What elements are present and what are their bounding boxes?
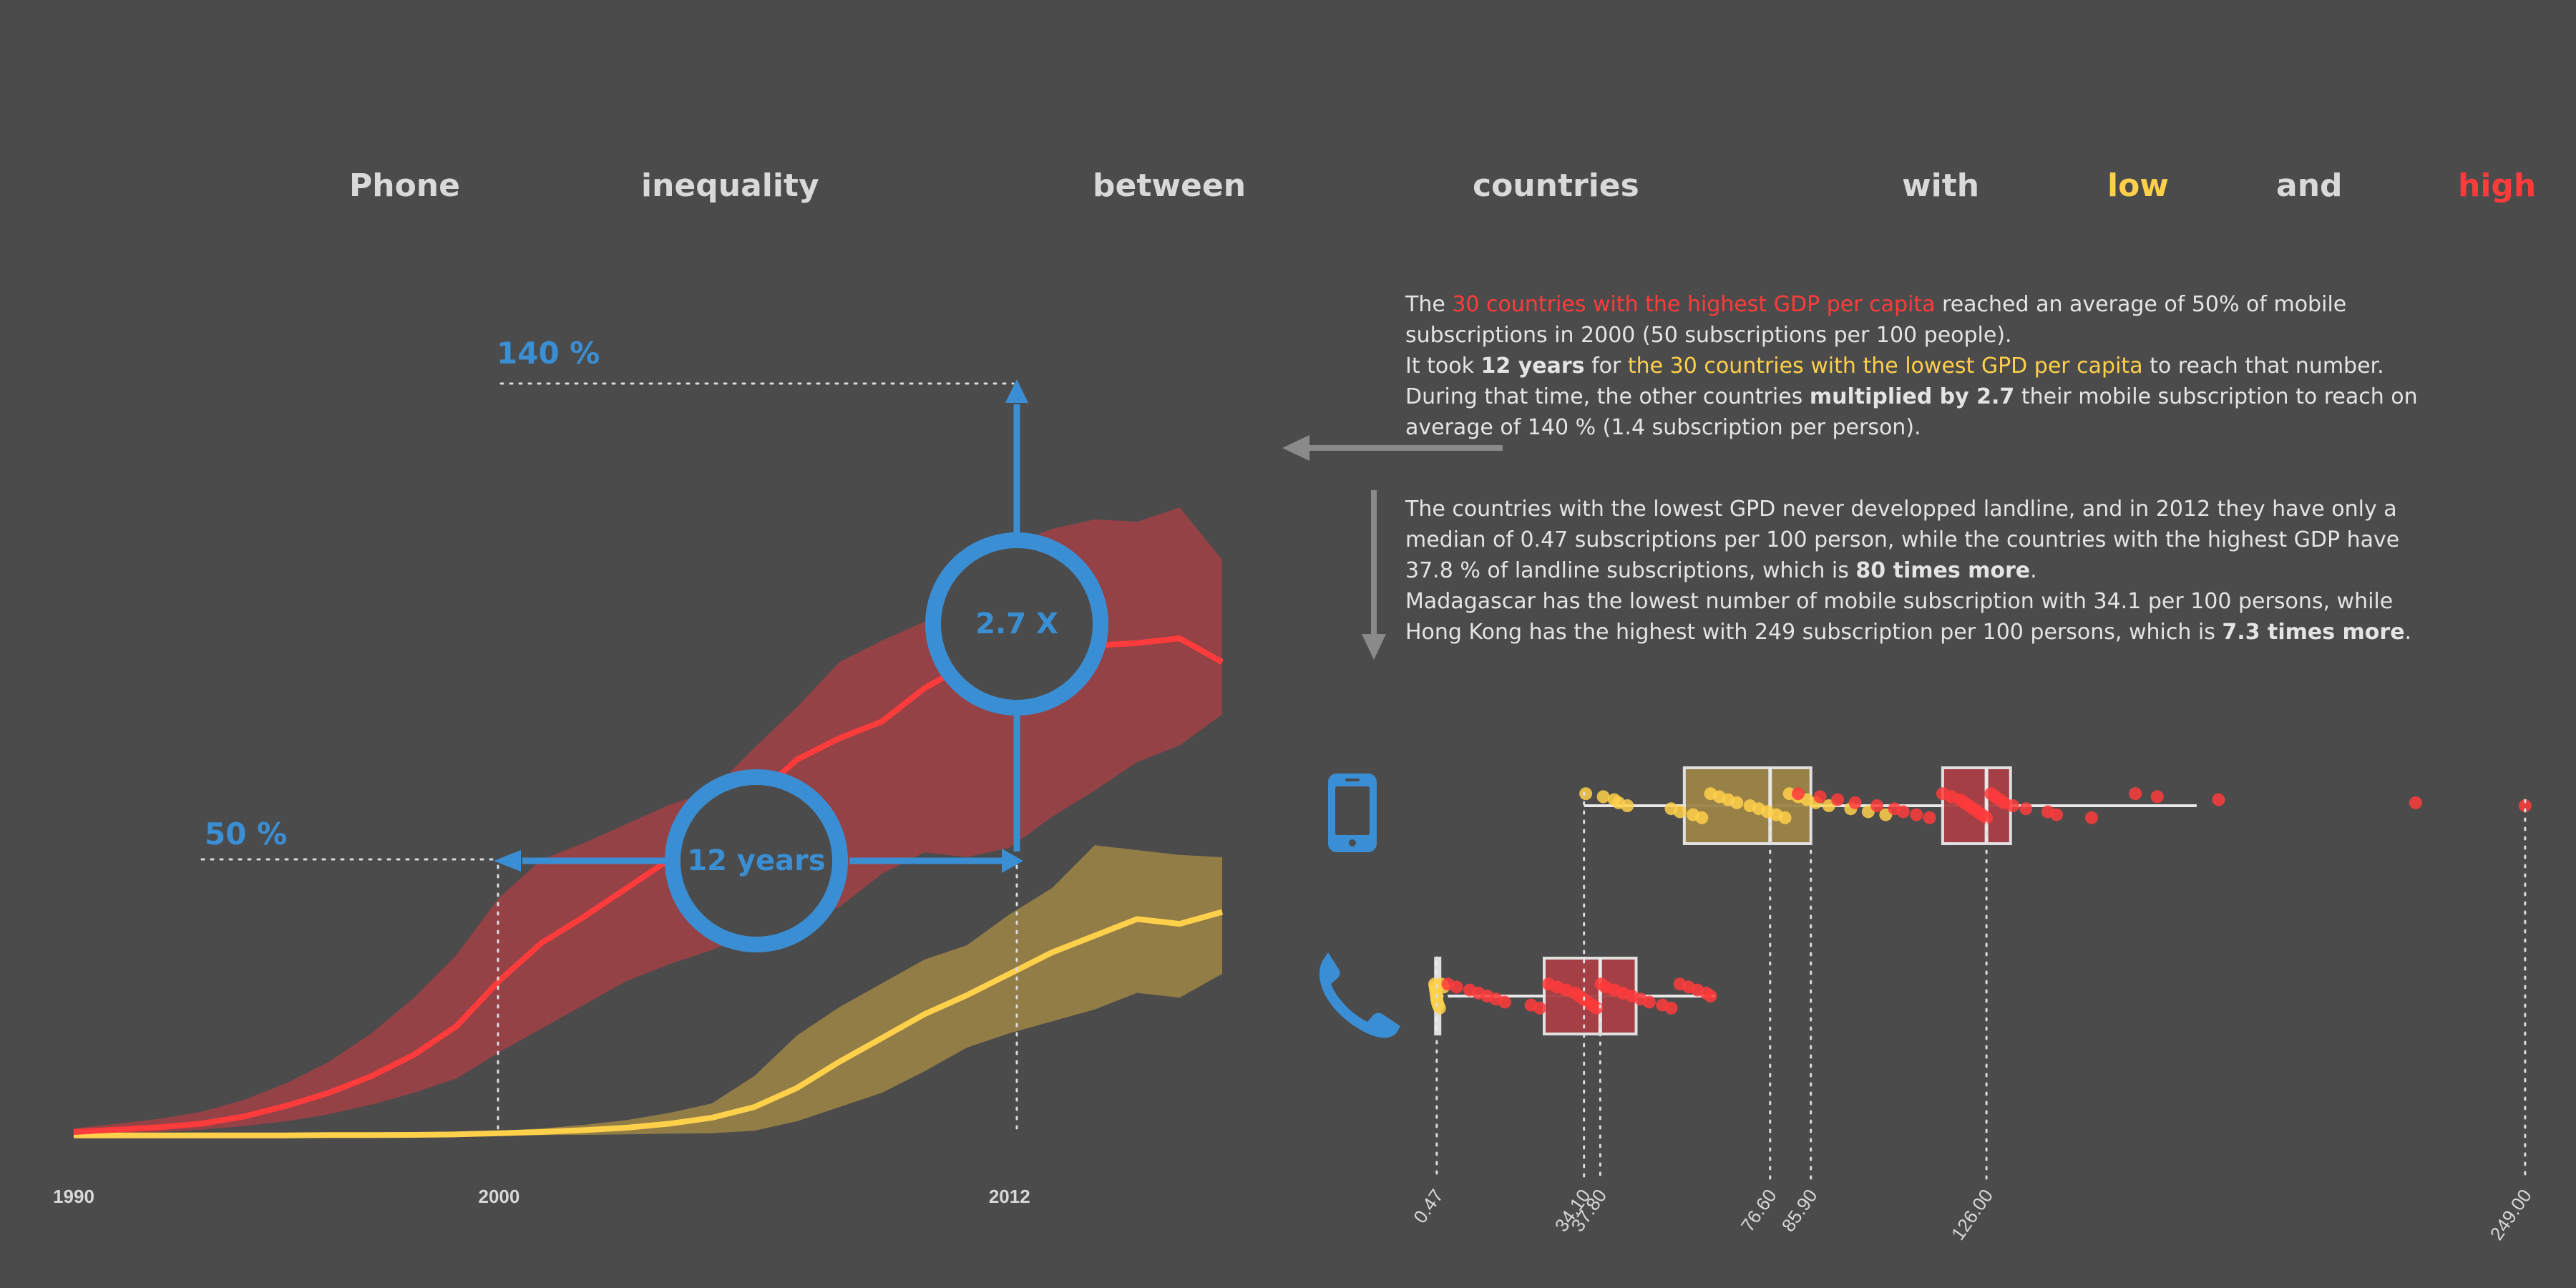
landline-low-point bbox=[1433, 1001, 1446, 1015]
year-tick-label: 2012 bbox=[989, 1186, 1030, 1207]
mobile-high-point bbox=[2518, 799, 2532, 812]
title-word-4: countries bbox=[1473, 167, 1639, 204]
box-tick-label: 126.00 bbox=[1947, 1185, 1997, 1244]
title-word-5: with bbox=[1902, 167, 1980, 204]
title-word-7: and bbox=[2276, 167, 2343, 204]
years-label: 12 years bbox=[687, 844, 825, 877]
mobile-low-point bbox=[1730, 796, 1744, 809]
low-gdp-line bbox=[74, 909, 1224, 1138]
mobile-low-point bbox=[1778, 811, 1792, 824]
paragraph-2-line-2: Madagascar has the lowest number of mobi… bbox=[1405, 589, 2412, 645]
landline-high-point bbox=[1450, 980, 1463, 994]
mobile-high-point bbox=[2006, 799, 2019, 812]
mobile-phone-icon bbox=[1328, 774, 1377, 852]
left-pointing-arrow bbox=[1282, 435, 1503, 461]
pct-140-label: 140 % bbox=[497, 336, 600, 371]
landline-high-point bbox=[1642, 995, 1656, 1009]
title-word-low: low bbox=[2107, 167, 2169, 204]
mobile-high-point bbox=[2050, 808, 2064, 821]
mobile-low-point bbox=[1621, 799, 1634, 812]
mobile-high-point bbox=[1848, 796, 1862, 809]
year-tick-label: 2000 bbox=[479, 1186, 520, 1207]
mobile-high-point bbox=[1870, 799, 1884, 812]
mobile-high-point bbox=[2409, 796, 2422, 809]
years-circle bbox=[665, 769, 848, 952]
low-gdp-band bbox=[74, 845, 1222, 1136]
mobile-high-point bbox=[1896, 805, 1910, 819]
title-word-2: inequality bbox=[641, 167, 819, 204]
paragraph-1-line-3: During that time, the other countries mu… bbox=[1405, 384, 2418, 440]
down-pointing-arrow bbox=[1362, 490, 1386, 660]
box-tick-label: 85.90 bbox=[1777, 1185, 1822, 1236]
paragraph-1-line-2: It took 12 years for the 30 countries wi… bbox=[1405, 353, 2384, 379]
mobile-high-point bbox=[2212, 793, 2225, 806]
multiplier-label: 2.7 X bbox=[975, 608, 1058, 640]
highlight-low-gdp: the 30 countries with the lowest GPD per… bbox=[1627, 353, 2143, 379]
landline-high-point bbox=[1498, 995, 1511, 1009]
mobile-high-point bbox=[2019, 802, 2033, 816]
multiplier-arrow bbox=[1005, 379, 1028, 852]
paragraph-2-line-1: The countries with the lowest GPD never … bbox=[1405, 497, 2400, 583]
title-word-3: between bbox=[1093, 167, 1246, 204]
landline-high-point bbox=[1590, 1001, 1604, 1015]
mobile-high-point bbox=[1813, 790, 1827, 804]
year-tick-label: 1990 bbox=[53, 1186, 94, 1207]
mobile-high-point bbox=[2129, 787, 2142, 801]
title-word-1: Phone bbox=[349, 167, 460, 204]
mobile-low-point bbox=[1596, 790, 1610, 804]
mobile-high-point bbox=[1791, 787, 1805, 801]
mobile-low-point bbox=[1673, 805, 1687, 819]
box-tick-label: 0.47 bbox=[1409, 1185, 1448, 1227]
landline-phone-icon bbox=[1319, 952, 1400, 1038]
landline-high-point bbox=[1664, 1001, 1678, 1015]
paragraph-mobile-gap: The 30 countries with the highest GDP pe… bbox=[1405, 289, 2421, 443]
highlight-high-gdp: 30 countries with the highest GDP per ca… bbox=[1452, 292, 1936, 317]
landline-high-point bbox=[1704, 990, 1717, 1002]
landline-high-point bbox=[1533, 1001, 1546, 1015]
mobile-low-point bbox=[1695, 811, 1709, 824]
mobile-high-point bbox=[2150, 790, 2164, 804]
paragraph-landline-gap: The countries with the lowest GPD never … bbox=[1405, 494, 2421, 648]
mobile-high-point bbox=[1923, 811, 1936, 824]
title-word-high: high bbox=[2458, 167, 2537, 204]
mobile-high-point bbox=[2085, 811, 2098, 824]
paragraph-1-line-1: The 30 countries with the highest GDP pe… bbox=[1405, 292, 2347, 348]
mobile-high-point bbox=[1980, 811, 1994, 824]
box-tick-label: 249.00 bbox=[2486, 1185, 2536, 1244]
x-axis-years: 1990 2000 2012 bbox=[53, 1186, 1030, 1207]
years-arrow bbox=[494, 849, 1023, 873]
mobile-high-point bbox=[1910, 808, 1923, 821]
multiplier-circle bbox=[925, 532, 1108, 716]
pct-50-label: 50 % bbox=[205, 816, 287, 852]
box-tick-label: 76.60 bbox=[1737, 1185, 1781, 1236]
mobile-low-point bbox=[1579, 787, 1593, 801]
mobile-high-point bbox=[1831, 793, 1845, 806]
